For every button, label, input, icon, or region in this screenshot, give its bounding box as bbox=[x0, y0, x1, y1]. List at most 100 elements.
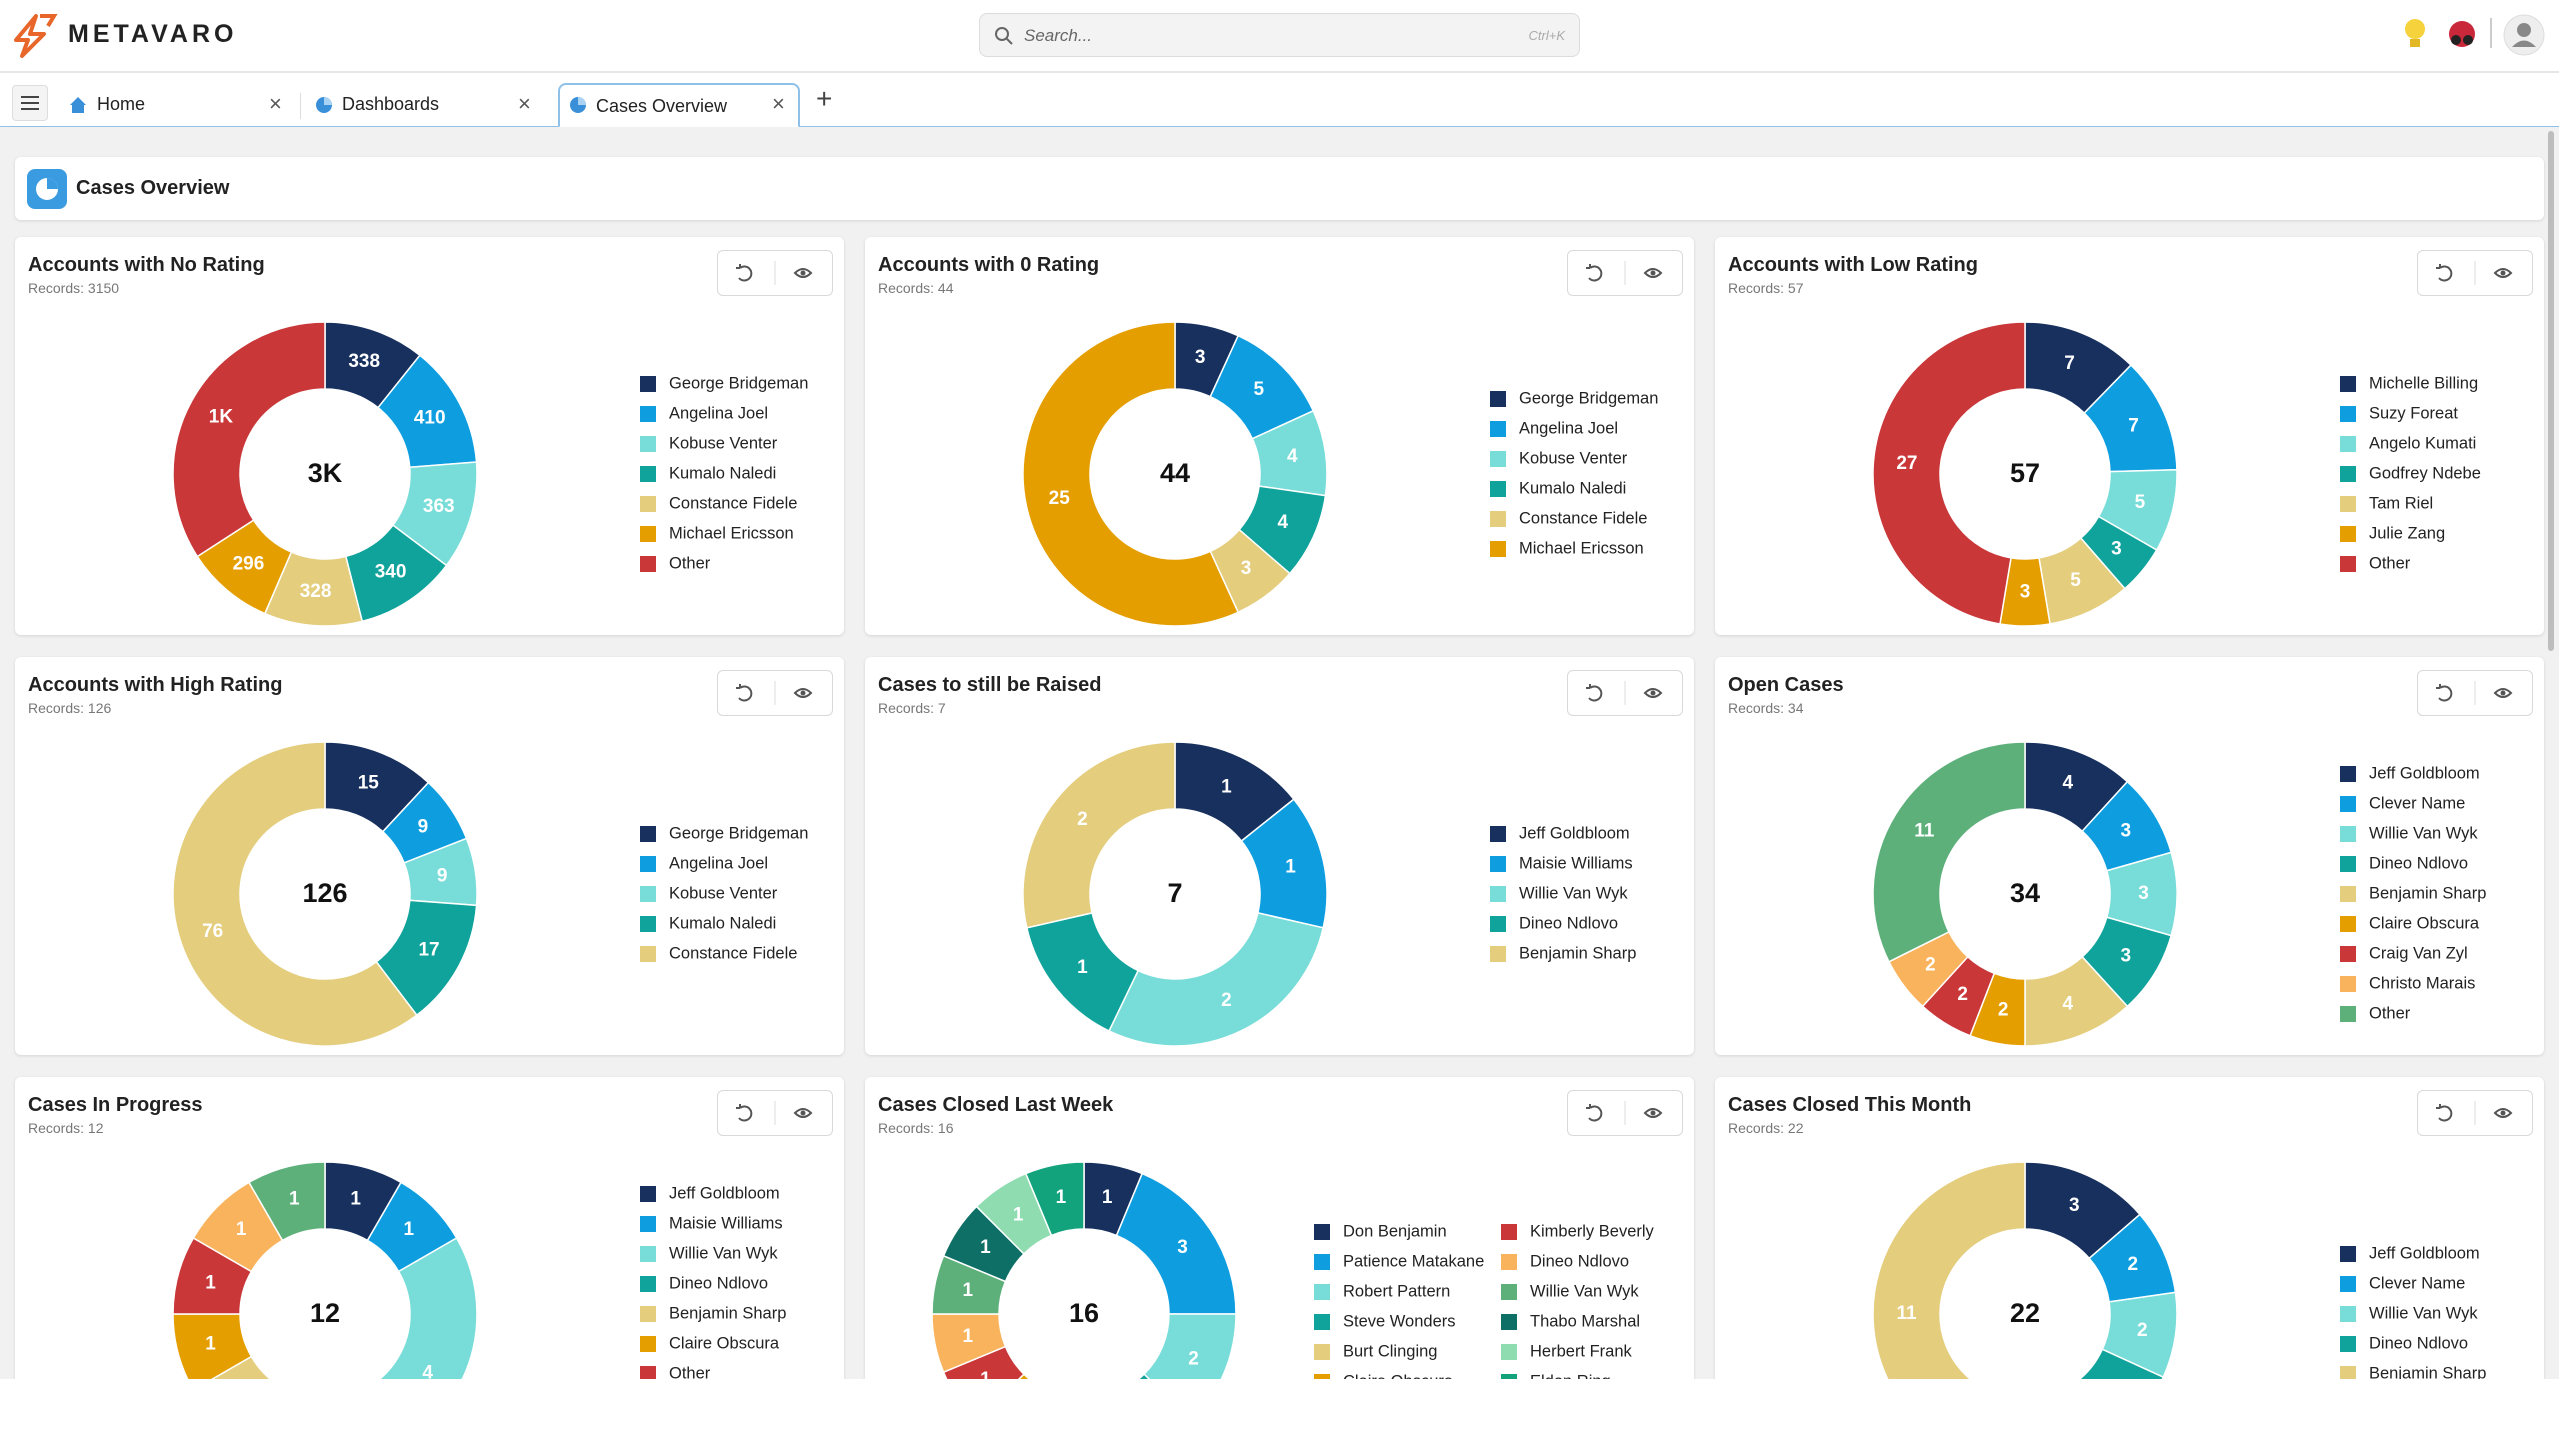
widget-title: Accounts with Low Rating bbox=[1728, 254, 1978, 276]
legend-swatch bbox=[1501, 1224, 1517, 1240]
center-label: 3K bbox=[308, 458, 343, 488]
view-button[interactable] bbox=[2493, 688, 2513, 698]
idea-icon[interactable] bbox=[2400, 16, 2430, 52]
widget-actions bbox=[2417, 1090, 2533, 1136]
legend-swatch bbox=[1490, 856, 1506, 872]
menu-button[interactable] bbox=[12, 85, 48, 121]
center-label: 126 bbox=[302, 878, 347, 908]
legend-label: Jeff Goldbloom bbox=[2369, 764, 2480, 782]
eye-icon bbox=[2493, 688, 2513, 698]
view-button[interactable] bbox=[2493, 268, 2513, 278]
segment-label: 3 bbox=[2120, 821, 2131, 842]
refresh-icon bbox=[2436, 264, 2453, 282]
center-label: 57 bbox=[2010, 458, 2040, 488]
tab-close[interactable]: × bbox=[269, 91, 282, 116]
segment-label: 76 bbox=[202, 921, 223, 942]
segment-label: 4 bbox=[2063, 994, 2074, 1015]
segment-label: 5 bbox=[2135, 492, 2146, 513]
segment-label: 4 bbox=[2063, 773, 2074, 794]
view-button[interactable] bbox=[1643, 688, 1663, 698]
refresh-button[interactable] bbox=[2436, 684, 2453, 702]
tab[interactable]: Home × bbox=[59, 83, 294, 125]
widget-subtitle: Records: 12 bbox=[28, 1120, 104, 1136]
legend-swatch bbox=[640, 916, 656, 932]
tab-close[interactable]: × bbox=[518, 91, 531, 116]
segment-label: 1 bbox=[1102, 1187, 1113, 1208]
legend-swatch bbox=[1501, 1284, 1517, 1300]
view-button[interactable] bbox=[793, 268, 813, 278]
donut-segment bbox=[1872, 741, 2026, 963]
legend-label: Claire Obscura bbox=[2369, 914, 2480, 932]
donut-segment bbox=[1137, 1373, 1151, 1379]
segment-label: 1 bbox=[205, 1272, 216, 1293]
donut-segment bbox=[1872, 1161, 2026, 1379]
content: Cases Overview 338 410 363 340 328 296 1K 3K Geo… bbox=[0, 127, 2559, 1379]
widget: 1 3 2 2 1 1 1 1 1 1 1 1 16 Don Benjamin Patience Matak… bbox=[865, 1077, 1694, 1379]
legend-swatch bbox=[1490, 481, 1506, 497]
tab-close[interactable]: × bbox=[772, 91, 785, 116]
legend-label: Patience Matakane bbox=[1343, 1252, 1484, 1270]
widget-actions bbox=[1567, 250, 1683, 296]
widget-title: Accounts with 0 Rating bbox=[878, 254, 1100, 276]
legend-swatch bbox=[1501, 1374, 1517, 1379]
refresh-button[interactable] bbox=[1586, 264, 1603, 282]
tab[interactable]: Dashboards × bbox=[304, 83, 547, 125]
segment-label: 1 bbox=[962, 1326, 973, 1347]
eye-pupil bbox=[2500, 690, 2506, 696]
user-avatar[interactable] bbox=[2503, 14, 2545, 56]
refresh-button[interactable] bbox=[2436, 1104, 2453, 1122]
donut-chart: 338 410 363 340 328 296 1K 3K George Bridgeman An… bbox=[172, 321, 808, 627]
legend-label: George Bridgeman bbox=[669, 374, 808, 392]
refresh-button[interactable] bbox=[2436, 264, 2453, 282]
toolbar-icons bbox=[736, 261, 813, 285]
legend-label: Angelina Joel bbox=[669, 404, 768, 422]
legend-label: Herbert Frank bbox=[1530, 1342, 1633, 1360]
refresh-button[interactable] bbox=[1586, 684, 1603, 702]
legend-label: Claire Obscura bbox=[1343, 1372, 1454, 1379]
view-button[interactable] bbox=[1643, 1108, 1663, 1118]
view-button[interactable] bbox=[2493, 1108, 2513, 1118]
widget-subtitle: Records: 44 bbox=[878, 280, 954, 296]
scrollbar[interactable] bbox=[2548, 131, 2554, 651]
add-tab[interactable]: + bbox=[816, 83, 833, 114]
legend-label: Steve Wonders bbox=[1343, 1312, 1456, 1330]
widget: 15 9 9 17 76 126 George Bridgeman Angelina Joel… bbox=[15, 657, 844, 1055]
view-button[interactable] bbox=[793, 688, 813, 698]
legend-label: Other bbox=[669, 554, 711, 572]
legend-label: Dineo Ndlovo bbox=[2369, 854, 2468, 872]
segment-label: 340 bbox=[375, 562, 407, 583]
tab-bar: Home × Dashboards × Cases Overview × + bbox=[0, 73, 2559, 128]
search-box[interactable]: Search... Ctrl+K bbox=[979, 13, 1580, 57]
refresh-button[interactable] bbox=[736, 264, 753, 282]
legend-label: Eldon Ring bbox=[1530, 1372, 1611, 1379]
legend-swatch bbox=[2340, 526, 2356, 542]
legend-label: Willie Van Wyk bbox=[2369, 1304, 2478, 1322]
divider bbox=[300, 93, 301, 119]
segment-label: 1 bbox=[980, 1237, 991, 1258]
widget-title: Open Cases bbox=[1728, 674, 1844, 696]
legend-swatch bbox=[1501, 1314, 1517, 1330]
legend-label: Burt Clinging bbox=[1343, 1342, 1437, 1360]
segment-label: 2 bbox=[1925, 954, 1936, 975]
refresh-button[interactable] bbox=[1586, 1104, 1603, 1122]
segment-label: 2 bbox=[1188, 1348, 1199, 1369]
view-button[interactable] bbox=[1643, 268, 1663, 278]
legend-label: Michael Ericsson bbox=[1519, 539, 1644, 557]
donut-segment bbox=[1143, 1313, 1237, 1379]
donut-chart: 1 1 2 1 2 7 Jeff Goldbloom Maisie Williams Willi… bbox=[1022, 741, 1636, 1047]
tab-active[interactable]: Cases Overview × bbox=[558, 83, 800, 128]
legend-label: Thabo Marshal bbox=[1530, 1312, 1640, 1330]
legend-label: Willie Van Wyk bbox=[669, 1244, 778, 1262]
refresh-button[interactable] bbox=[736, 684, 753, 702]
legend-label: Godfrey Ndebe bbox=[2369, 464, 2481, 482]
view-button[interactable] bbox=[793, 1108, 813, 1118]
segment-label: 3 bbox=[2120, 945, 2131, 966]
notification-icon[interactable] bbox=[2442, 16, 2482, 52]
segment-label: 3 bbox=[1195, 347, 1206, 368]
page-icon bbox=[27, 169, 67, 209]
legend-label: Constance Fidele bbox=[669, 944, 797, 962]
widget: 1 1 2 1 2 7 Jeff Goldbloom Maisie Williams Willi… bbox=[865, 657, 1694, 1055]
legend-swatch bbox=[640, 946, 656, 962]
refresh-button[interactable] bbox=[736, 1104, 753, 1122]
